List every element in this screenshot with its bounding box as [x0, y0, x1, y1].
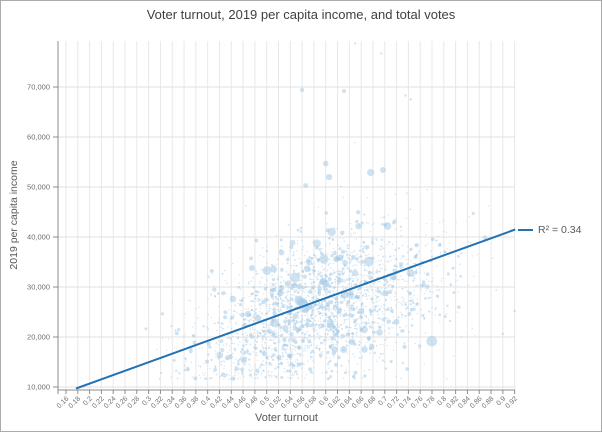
svg-text:0.76: 0.76: [410, 395, 425, 410]
x-tick-labels: 0.160.18 0.20.220.240.260.28 0.30.320.340.…: [56, 395, 519, 410]
axes: [53, 41, 516, 394]
y-axis-title: 2019 per capita income: [8, 160, 20, 270]
svg-text:0.32: 0.32: [150, 395, 165, 410]
svg-text:0.82: 0.82: [445, 395, 460, 410]
svg-text:0.3: 0.3: [141, 395, 153, 407]
svg-text:0.44: 0.44: [221, 395, 236, 410]
svg-text:0.46: 0.46: [233, 395, 248, 410]
svg-text:0.62: 0.62: [327, 395, 342, 410]
svg-text:0.84: 0.84: [457, 395, 472, 410]
svg-text:0.52: 0.52: [268, 395, 283, 410]
y-tick-labels: 10,000 20,000 30,000 40,000 50,000 60,000 70,0…: [27, 83, 50, 392]
gridlines: [58, 41, 516, 390]
svg-text:0.58: 0.58: [304, 395, 319, 410]
svg-text:0.78: 0.78: [422, 395, 437, 410]
svg-text:0.68: 0.68: [363, 395, 378, 410]
svg-text:0.34: 0.34: [162, 395, 177, 410]
svg-text:0.8: 0.8: [436, 395, 448, 407]
svg-text:0.74: 0.74: [398, 395, 413, 410]
svg-text:40,000: 40,000: [27, 233, 50, 242]
trend-line: [75, 228, 516, 390]
svg-text:0.36: 0.36: [174, 395, 189, 410]
svg-text:0.38: 0.38: [186, 395, 201, 410]
svg-text:20,000: 20,000: [27, 333, 50, 342]
trend-line-legend-swatch: [518, 228, 533, 231]
svg-text:50,000: 50,000: [27, 183, 50, 192]
svg-text:0.88: 0.88: [481, 395, 496, 410]
svg-text:0.48: 0.48: [245, 395, 260, 410]
svg-text:0.24: 0.24: [103, 395, 118, 410]
svg-text:0.6: 0.6: [318, 395, 330, 407]
svg-text:0.2: 0.2: [82, 395, 94, 407]
svg-text:0.22: 0.22: [91, 395, 106, 410]
svg-text:0.4: 0.4: [200, 395, 212, 407]
svg-text:0.42: 0.42: [209, 395, 224, 410]
svg-text:0.64: 0.64: [339, 395, 354, 410]
svg-text:10,000: 10,000: [27, 383, 50, 392]
legend-label: R² = 0.34: [538, 223, 582, 236]
svg-text:0.9: 0.9: [495, 395, 507, 407]
svg-text:0.92: 0.92: [504, 395, 519, 410]
chart-title: Voter turnout, 2019 per capita income, a…: [146, 7, 456, 22]
svg-text:70,000: 70,000: [27, 83, 50, 92]
svg-text:0.28: 0.28: [127, 395, 142, 410]
svg-text:60,000: 60,000: [27, 133, 50, 142]
svg-text:0.54: 0.54: [280, 395, 295, 410]
svg-text:0.16: 0.16: [56, 395, 71, 410]
svg-text:0.86: 0.86: [469, 395, 484, 410]
x-axis-title: Voter turnout: [255, 412, 318, 424]
svg-text:0.26: 0.26: [115, 395, 130, 410]
legend[interactable]: R² = 0.34: [518, 223, 581, 236]
svg-text:0.18: 0.18: [68, 395, 83, 410]
svg-text:0.66: 0.66: [351, 395, 366, 410]
svg-text:0.7: 0.7: [377, 395, 389, 407]
points-layer[interactable]: [144, 42, 516, 381]
svg-text:30,000: 30,000: [27, 283, 50, 292]
svg-text:0.72: 0.72: [386, 395, 401, 410]
svg-text:0.56: 0.56: [292, 395, 307, 410]
svg-text:0.5: 0.5: [259, 395, 271, 407]
